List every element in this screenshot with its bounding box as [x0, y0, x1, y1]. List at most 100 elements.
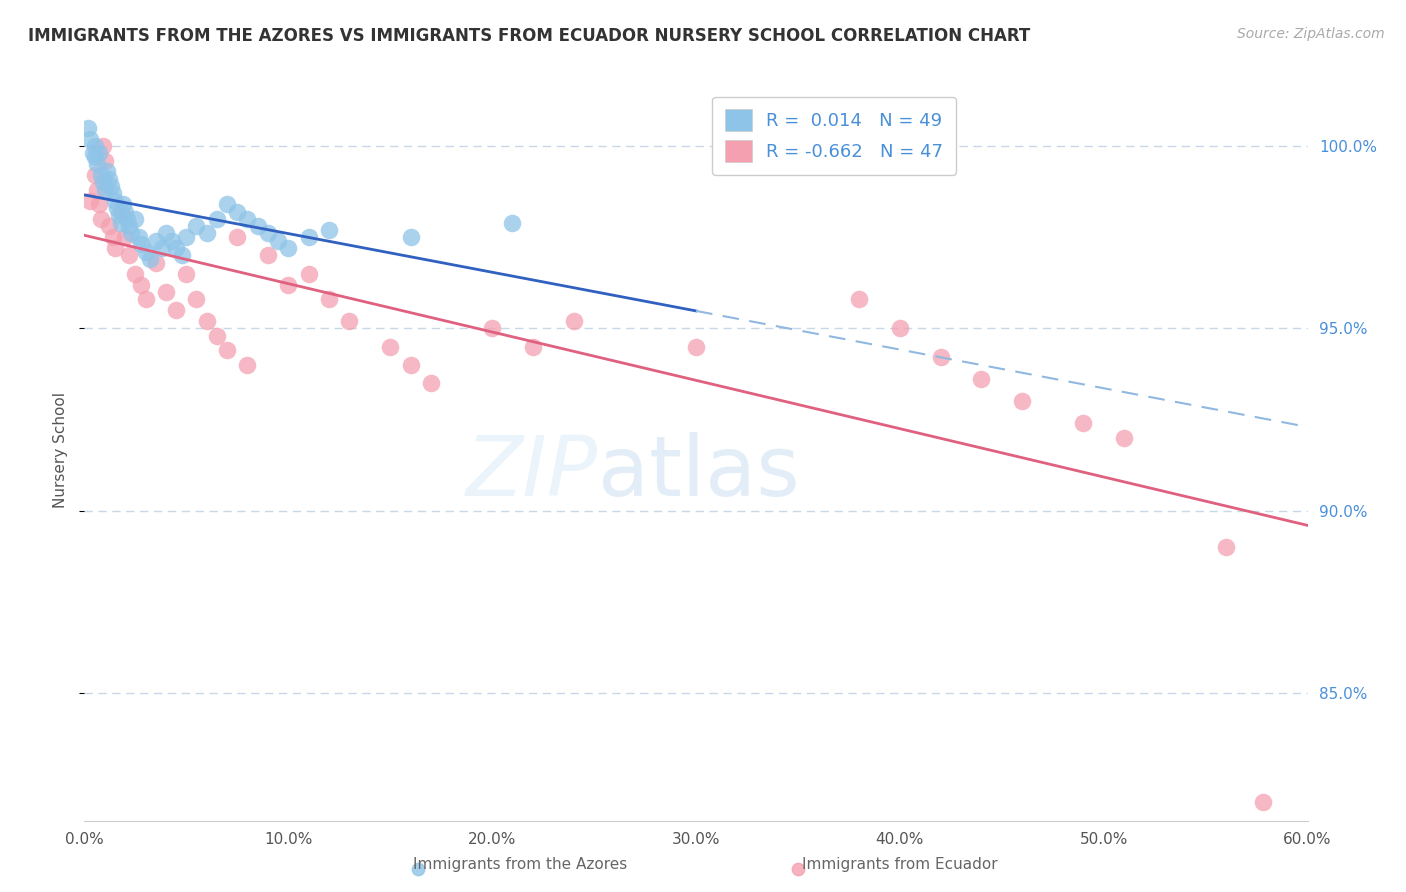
Point [118, 248, 141, 262]
Point [110, 204, 132, 219]
Point [298, 267, 321, 281]
Point [970, 372, 993, 386]
Text: Immigrants from the Azores: Immigrants from the Azores [413, 857, 627, 872]
Point [502, 215, 524, 229]
Point [108, 208, 131, 222]
Point [124, 211, 146, 226]
Point [257, 227, 280, 241]
Point [236, 211, 259, 226]
Point [120, 227, 142, 241]
Point [277, 241, 299, 255]
Point [79, 131, 101, 145]
Point [104, 194, 127, 208]
Point [87, 146, 110, 161]
Point [124, 267, 146, 281]
Point [1251, 796, 1274, 810]
Point [91, 175, 114, 189]
Point [267, 234, 290, 248]
Point [399, 230, 422, 244]
Point [217, 343, 239, 358]
Point [82, 146, 104, 161]
Point [114, 204, 136, 219]
Point [522, 339, 544, 353]
Point [128, 230, 150, 244]
Point [205, 211, 228, 226]
Text: IMMIGRANTS FROM THE AZORES VS IMMIGRANTS FROM ECUADOR NURSERY SCHOOL CORRELATION: IMMIGRANTS FROM THE AZORES VS IMMIGRANTS… [28, 27, 1031, 45]
Point [380, 339, 402, 353]
Point [246, 219, 269, 234]
Point [77, 120, 100, 135]
Point [115, 211, 138, 226]
Point [685, 339, 707, 353]
Point [217, 197, 239, 211]
Point [90, 168, 112, 182]
Point [79, 194, 101, 208]
Point [83, 168, 105, 182]
Point [91, 139, 114, 153]
Point [86, 183, 108, 197]
Point [226, 230, 249, 244]
Point [145, 255, 167, 269]
Point [205, 328, 228, 343]
Text: Source: ZipAtlas.com: Source: ZipAtlas.com [1237, 27, 1385, 41]
Point [150, 241, 173, 255]
Point [101, 186, 124, 201]
Point [420, 376, 443, 390]
Point [118, 219, 141, 234]
Text: atlas: atlas [598, 432, 800, 513]
Point [567, 720, 589, 734]
Point [174, 230, 197, 244]
Point [165, 303, 187, 318]
Point [105, 201, 128, 215]
Point [138, 252, 160, 266]
Point [135, 292, 157, 306]
Point [172, 248, 194, 262]
Point [195, 314, 218, 328]
Point [257, 248, 280, 262]
Point [112, 197, 135, 211]
Point [86, 157, 108, 171]
Point [110, 215, 132, 229]
Point [83, 139, 105, 153]
Point [318, 292, 340, 306]
Point [155, 285, 177, 299]
Text: ZIP: ZIP [467, 432, 598, 513]
Point [481, 321, 503, 335]
Point [90, 211, 112, 226]
Point [226, 204, 249, 219]
Point [186, 292, 208, 306]
Point [1011, 394, 1033, 409]
Point [889, 321, 911, 335]
Point [1215, 540, 1237, 554]
Point [929, 351, 952, 365]
Point [174, 267, 197, 281]
Point [96, 164, 118, 178]
Y-axis label: Nursery School: Nursery School [52, 392, 67, 508]
Point [97, 219, 120, 234]
Point [339, 314, 361, 328]
Point [848, 292, 870, 306]
Point [104, 241, 127, 255]
Text: Immigrants from Ecuador: Immigrants from Ecuador [801, 857, 998, 872]
Point [298, 230, 321, 244]
Point [100, 179, 122, 194]
Point [131, 237, 153, 252]
Point [277, 277, 299, 292]
Point [93, 153, 115, 168]
Point [83, 150, 105, 164]
Point [562, 314, 585, 328]
Point [97, 171, 120, 186]
Point [160, 234, 183, 248]
Point [135, 244, 157, 259]
Legend: R =  0.014   N = 49, R = -0.662   N = 47: R = 0.014 N = 49, R = -0.662 N = 47 [713, 96, 956, 175]
Point [145, 234, 167, 248]
Point [114, 230, 136, 244]
Point [87, 197, 110, 211]
Point [165, 241, 187, 255]
Point [101, 230, 124, 244]
Point [399, 358, 422, 372]
Point [195, 227, 218, 241]
Point [236, 358, 259, 372]
Point [946, 720, 969, 734]
Point [155, 227, 177, 241]
